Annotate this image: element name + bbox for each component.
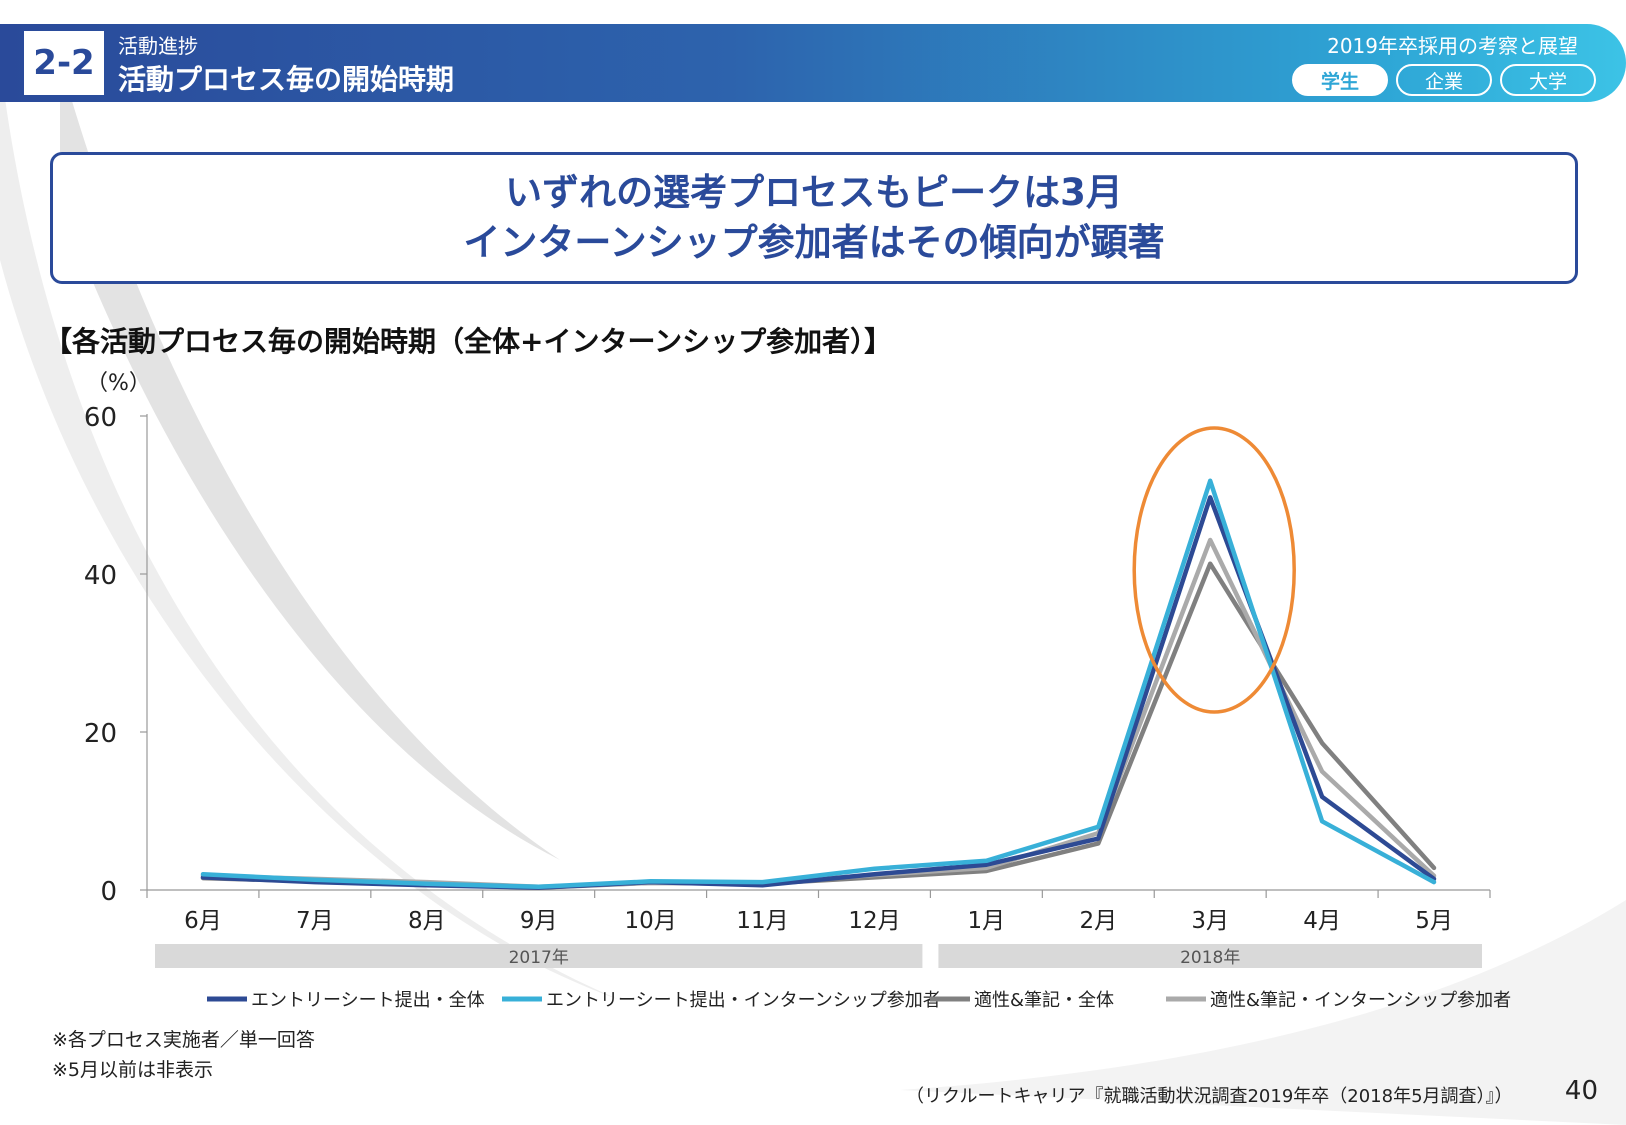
tab-universities[interactable]: 大学 xyxy=(1500,64,1596,96)
footnote-1: ※各プロセス実施者／単一回答 xyxy=(52,1029,315,1051)
source-citation: （リクルートキャリア『就職活動状況調査2019年卒（2018年5月調査）』） xyxy=(906,1086,1513,1107)
x-tick-label: 3月 xyxy=(1191,908,1229,934)
x-tick-label: 5月 xyxy=(1415,908,1453,934)
tab-companies[interactable]: 企業 xyxy=(1396,64,1492,96)
year-group-bar xyxy=(938,944,1482,968)
headline-line-1: いずれの選考プロセスもピークは3月 xyxy=(505,171,1123,214)
legend-label: エントリーシート提出・インターンシップ参加者 xyxy=(546,990,941,1011)
y-tick-label: 40 xyxy=(84,561,117,591)
x-tick-label: 9月 xyxy=(520,908,558,934)
section-title: 活動プロセス毎の開始時期 xyxy=(118,63,455,96)
legend-label: 適性&筆記・インターンシップ参加者 xyxy=(1210,990,1511,1011)
headline-box: いずれの選考プロセスもピークは3月 インターンシップ参加者はその傾向が顕著 xyxy=(50,152,1578,284)
x-tick-label: 7月 xyxy=(296,908,334,934)
tab-students[interactable]: 学生 xyxy=(1292,64,1388,96)
section-subtitle: 活動進捗 xyxy=(118,34,198,58)
x-tick-label: 12月 xyxy=(848,908,900,934)
y-axis-unit-label: （%） xyxy=(86,371,151,396)
legend-label: 適性&筆記・全体 xyxy=(974,990,1114,1011)
y-tick-label: 20 xyxy=(84,719,117,749)
x-tick-label: 8月 xyxy=(408,908,446,934)
legend-label: エントリーシート提出・全体 xyxy=(251,990,485,1011)
x-tick-label: 6月 xyxy=(184,908,222,934)
series-line xyxy=(200,478,1437,890)
audience-tabs: 学生 企業 大学 xyxy=(1292,64,1596,96)
y-tick-label: 0 xyxy=(100,877,117,907)
report-title: 2019年卒採用の考察と展望 xyxy=(1327,34,1578,58)
section-number-badge: 2-2 xyxy=(24,31,104,95)
footnotes: ※各プロセス実施者／単一回答 ※5月以前は非表示 xyxy=(52,1025,315,1085)
headline-line-2: インターンシップ参加者はその傾向が顕著 xyxy=(463,221,1165,264)
x-tick-label: 2月 xyxy=(1079,908,1117,934)
header-banner: 2-2 活動進捗 活動プロセス毎の開始時期 2019年卒採用の考察と展望 学生 … xyxy=(0,24,1626,102)
chart-heading: 【各活動プロセス毎の開始時期（全体+インターンシップ参加者）】 xyxy=(44,325,893,358)
footnote-2: ※5月以前は非表示 xyxy=(52,1059,214,1081)
series-line xyxy=(200,495,1437,890)
page-number: 40 xyxy=(1564,1076,1598,1106)
x-tick-label: 4月 xyxy=(1303,908,1341,934)
peak-highlight-ellipse xyxy=(1132,426,1296,714)
x-tick-label: 1月 xyxy=(968,908,1006,934)
x-tick-label: 10月 xyxy=(624,908,676,934)
y-tick-label: 60 xyxy=(84,403,117,433)
series-line xyxy=(200,561,1437,890)
year-group-label: 2017年 xyxy=(509,948,569,968)
x-tick-label: 11月 xyxy=(736,908,788,934)
year-group-label: 2018年 xyxy=(1180,948,1240,968)
year-group-bar xyxy=(155,944,923,968)
series-line xyxy=(200,537,1437,890)
